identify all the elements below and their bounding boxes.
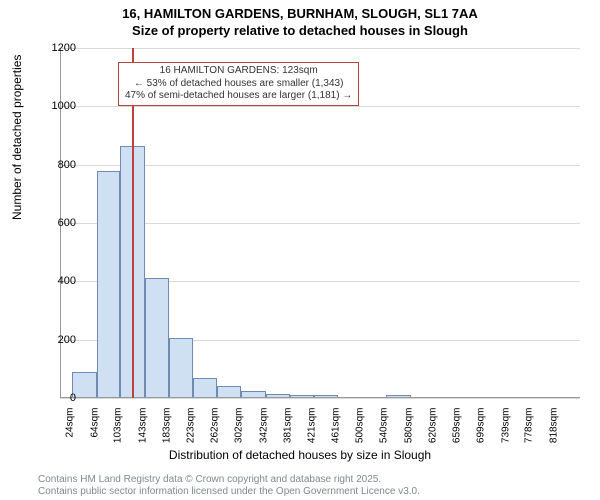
y-tick-label: 400 <box>58 275 76 287</box>
x-tick-label: 540sqm <box>379 408 390 448</box>
x-tick-label: 699sqm <box>476 408 487 448</box>
histogram-bar <box>193 378 217 398</box>
chart-container: 16, HAMILTON GARDENS, BURNHAM, SLOUGH, S… <box>0 0 600 500</box>
x-tick-label: 461sqm <box>331 408 342 448</box>
x-tick-label: 381sqm <box>282 408 293 448</box>
histogram-bar <box>169 338 193 398</box>
plot-area: 16 HAMILTON GARDENS: 123sqm← 53% of deta… <box>60 48 580 398</box>
x-tick-label: 302sqm <box>234 408 245 448</box>
gridline <box>60 106 580 107</box>
y-tick-label: 0 <box>70 392 76 404</box>
gridline <box>60 48 580 49</box>
annotation-line: ← 53% of detached houses are smaller (1,… <box>125 78 352 91</box>
x-tick-label: 620sqm <box>428 408 439 448</box>
y-tick-label: 1000 <box>52 100 76 112</box>
x-tick-label: 223sqm <box>186 408 197 448</box>
y-axis-label: Number of detached properties <box>10 55 24 220</box>
x-tick-label: 103sqm <box>113 408 124 448</box>
annotation-box: 16 HAMILTON GARDENS: 123sqm← 53% of deta… <box>118 62 359 106</box>
y-tick-label: 200 <box>58 334 76 346</box>
annotation-line: 16 HAMILTON GARDENS: 123sqm <box>125 65 352 78</box>
page-subtitle: Size of property relative to detached ho… <box>0 23 600 40</box>
x-tick-label: 64sqm <box>89 408 100 448</box>
x-tick-label: 24sqm <box>65 408 76 448</box>
x-tick-label: 818sqm <box>548 408 559 448</box>
y-tick-label: 1200 <box>52 42 76 54</box>
x-tick-label: 500sqm <box>355 408 366 448</box>
y-tick-label: 800 <box>58 159 76 171</box>
page-title: 16, HAMILTON GARDENS, BURNHAM, SLOUGH, S… <box>0 0 600 23</box>
x-axis-line <box>60 397 580 398</box>
annotation-line: 47% of semi-detached houses are larger (… <box>125 90 352 103</box>
x-tick-label: 739sqm <box>500 408 511 448</box>
footer-attribution: Contains HM Land Registry data © Crown c… <box>38 474 420 498</box>
x-tick-label: 659sqm <box>451 408 462 448</box>
x-tick-label: 143sqm <box>137 408 148 448</box>
x-tick-label: 778sqm <box>524 408 535 448</box>
x-tick-label: 580sqm <box>403 408 414 448</box>
x-tick-label: 342sqm <box>258 408 269 448</box>
gridline <box>60 398 580 399</box>
histogram-bar <box>97 171 121 399</box>
footer-line-1: Contains HM Land Registry data © Crown c… <box>38 474 420 486</box>
y-tick-label: 600 <box>58 217 76 229</box>
x-tick-label: 262sqm <box>210 408 221 448</box>
footer-line-2: Contains public sector information licen… <box>38 486 420 498</box>
x-tick-label: 421sqm <box>306 408 317 448</box>
histogram-bar <box>145 278 169 398</box>
x-axis-label: Distribution of detached houses by size … <box>0 448 600 462</box>
x-tick-label: 183sqm <box>161 408 172 448</box>
